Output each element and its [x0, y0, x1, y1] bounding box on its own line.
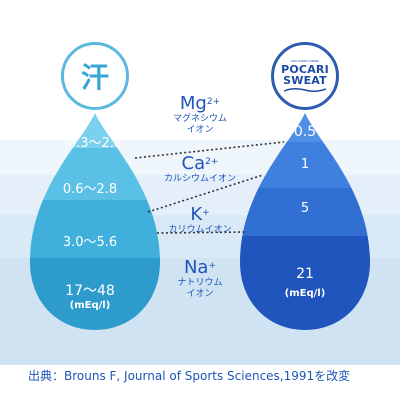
ion-na-symbol: Na	[183, 257, 209, 278]
ion-na-name-1: ナトリウム	[177, 278, 223, 288]
connector-ca	[147, 174, 264, 213]
sweat-value-mg: 0.3～2.8	[67, 136, 123, 151]
ion-k-charge: +	[202, 208, 210, 218]
connector-lines	[134, 141, 285, 234]
ion-k-symbol: K	[190, 204, 203, 225]
pocari-value-mg: 0.5	[293, 124, 317, 140]
ion-ca-symbol: Ca	[181, 153, 206, 174]
ion-mg-name-1: マグネシウム	[172, 114, 227, 124]
ion-na-charge: +	[208, 261, 217, 271]
ion-mg-symbol: Mg	[179, 93, 207, 114]
ion-k-name-1: カリウムイオン	[168, 225, 232, 235]
source-citation: 出典：Brouns F, Journal of Sports Sciences,…	[28, 369, 351, 383]
ion-na: Na+ ナトリウム イオン	[150, 258, 250, 300]
pocari-layer-k	[240, 188, 370, 236]
pocari-logo: ION SUPPLY DRINK POCARI SWEAT	[281, 58, 329, 93]
sweat-unit: (mEq/l)	[69, 300, 111, 311]
pocari-logo-small-text: ION SUPPLY DRINK	[291, 58, 319, 63]
pocari-logo-circle: ION SUPPLY DRINK POCARI SWEAT	[271, 42, 339, 110]
sweat-label: 汗	[80, 61, 109, 94]
wave-icon	[283, 87, 326, 92]
connector-k	[156, 231, 248, 234]
pocari-unit: (mEq/l)	[284, 288, 326, 299]
ion-mg-name-2: イオン	[186, 125, 214, 135]
sweat-layer-k	[30, 200, 160, 258]
pocari-value-na: 21	[296, 266, 314, 282]
ion-ca-charge: 2+	[205, 157, 219, 167]
ion-k: K+ カリウムイオン	[150, 205, 250, 236]
sweat-circle: 汗	[61, 42, 129, 110]
ion-ca: Ca2+ カルシウムイオン	[150, 154, 250, 185]
ion-mg: Mg2+ マグネシウム イオン	[150, 94, 250, 136]
ion-na-name-2: イオン	[186, 289, 214, 299]
pocari-logo-line2: SWEAT	[283, 73, 327, 87]
ion-mg-charge: 2+	[206, 97, 221, 107]
pocari-logo-line1: POCARI	[281, 62, 329, 76]
pocari-value-k: 5	[300, 201, 310, 216]
sweat-value-k: 3.0～5.6	[62, 235, 118, 250]
ion-ca-name-1: カルシウムイオン	[163, 174, 236, 184]
pocari-value-ca: 1	[300, 157, 310, 172]
sweat-value-ca: 0.6～2.8	[62, 182, 118, 197]
sweat-value-na: 17～48	[65, 283, 115, 299]
